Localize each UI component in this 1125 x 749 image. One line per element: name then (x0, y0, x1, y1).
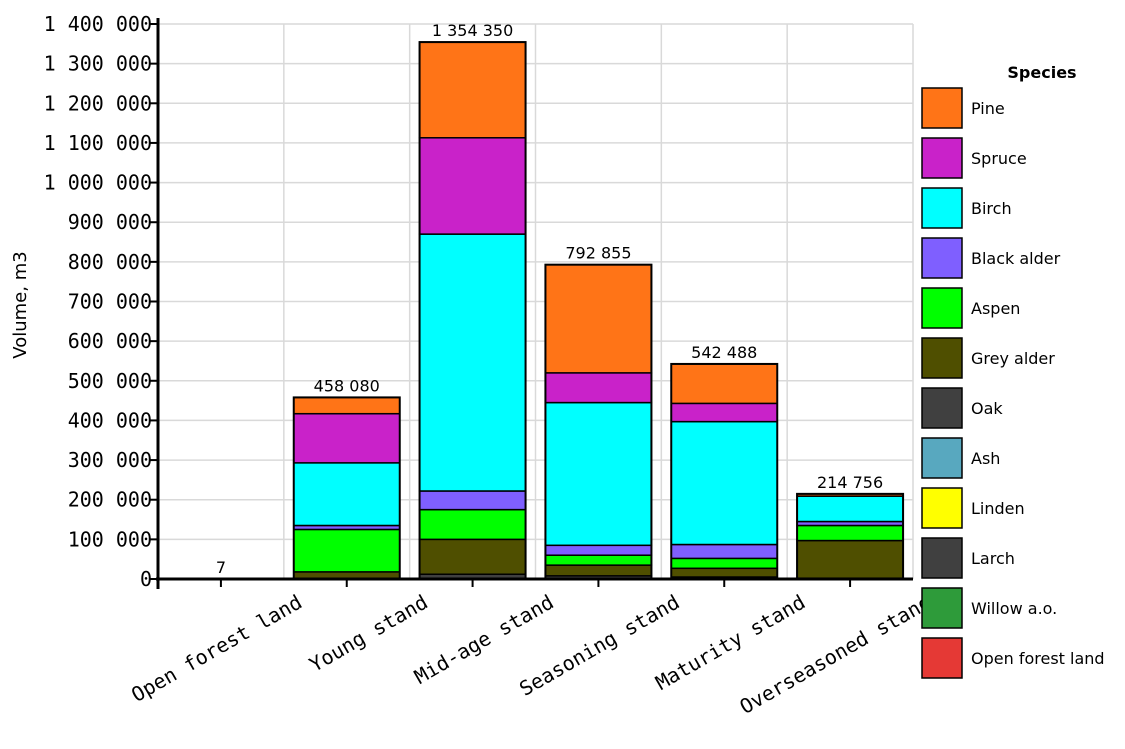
y-tick-label: 1 300 000 (44, 52, 152, 76)
legend-label: Open forest land (971, 649, 1105, 668)
bar-segment (544, 263, 653, 374)
bar-segment (418, 137, 527, 235)
bar-segment (796, 539, 904, 579)
legend-label: Ash (971, 449, 1000, 468)
bar-segment (670, 543, 778, 560)
y-tick-label: 500 000 (68, 369, 152, 393)
legend-swatch (921, 287, 963, 329)
bar-segment (544, 401, 653, 547)
axes (150, 18, 913, 589)
y-tick-label: 0 (140, 567, 152, 591)
bar-segment (544, 554, 653, 566)
bar-segment (544, 564, 653, 577)
bar-total-label: 1 354 350 (432, 21, 513, 40)
bar-segment (670, 363, 778, 405)
y-tick-label: 1 400 000 (44, 12, 152, 36)
bar-segment (418, 41, 527, 139)
y-tick-label: 400 000 (68, 408, 152, 432)
bar-segment (418, 490, 527, 511)
x-tick-label: Young stand (305, 590, 432, 677)
legend-swatch (921, 137, 963, 179)
bar-segment (418, 233, 527, 492)
legend-label: Linden (971, 499, 1025, 518)
legend-label: Oak (971, 399, 1003, 418)
bar-total-label: 458 080 (314, 376, 380, 395)
legend-swatch (921, 337, 963, 379)
y-tick-label: 300 000 (68, 448, 152, 472)
legend-swatch (921, 187, 963, 229)
y-tick-label: 1 200 000 (44, 91, 152, 115)
bar-segment (418, 508, 527, 541)
bar-segment (670, 557, 778, 570)
legend-label: Pine (971, 99, 1005, 118)
legend-label: Larch (971, 549, 1015, 568)
legend-swatch (921, 487, 963, 529)
bar-total-label: 7 (216, 558, 226, 577)
y-tick-label: 700 000 (68, 290, 152, 314)
y-tick-label: 100 000 (68, 527, 152, 551)
y-tick-label: 1 100 000 (44, 131, 152, 155)
x-tick-label: Open forest land (127, 590, 306, 707)
bar-segment (544, 372, 653, 404)
bar-segment (670, 567, 778, 578)
bar-total-label: 542 488 (691, 343, 757, 362)
bar-segment (796, 524, 904, 542)
legend-label: Black alder (971, 249, 1061, 268)
legend-swatch (921, 587, 963, 629)
legend-label: Spruce (971, 149, 1027, 168)
bar-total-label: 792 855 (565, 244, 631, 263)
bar-segment (293, 396, 401, 415)
legend-swatch (921, 537, 963, 579)
y-tick-label: 200 000 (68, 488, 152, 512)
bar-segment (293, 528, 401, 573)
bar-segment (293, 412, 401, 464)
legend: Species Pine Spruce Birch Black alder Aspen G… (921, 63, 1105, 679)
y-tick-label: 600 000 (68, 329, 152, 353)
bar-total-label: 214 756 (817, 473, 883, 492)
legend-swatch (921, 237, 963, 279)
y-axis-title: Volume, m3 (10, 251, 31, 358)
legend-label: Willow a.o. (971, 599, 1057, 618)
legend-swatch (921, 637, 963, 679)
bar-segment (796, 495, 904, 523)
legend-swatch (921, 437, 963, 479)
legend-label: Aspen (971, 299, 1020, 318)
bar-segment (418, 538, 527, 575)
bar-segment (670, 420, 778, 546)
grid-lines (158, 23, 914, 580)
legend-swatch (921, 87, 963, 129)
bar-segment (670, 402, 778, 423)
legend-title: Species (1007, 63, 1076, 82)
y-tick-label: 1 000 000 (44, 171, 152, 195)
legend-label: Birch (971, 199, 1012, 218)
bar-segment (544, 544, 653, 556)
legend-swatch (921, 387, 963, 429)
legend-label: Grey alder (971, 349, 1055, 368)
y-tick-label: 800 000 (68, 250, 152, 274)
y-tick-label: 900 000 (68, 210, 152, 234)
bar-segment (293, 462, 401, 527)
